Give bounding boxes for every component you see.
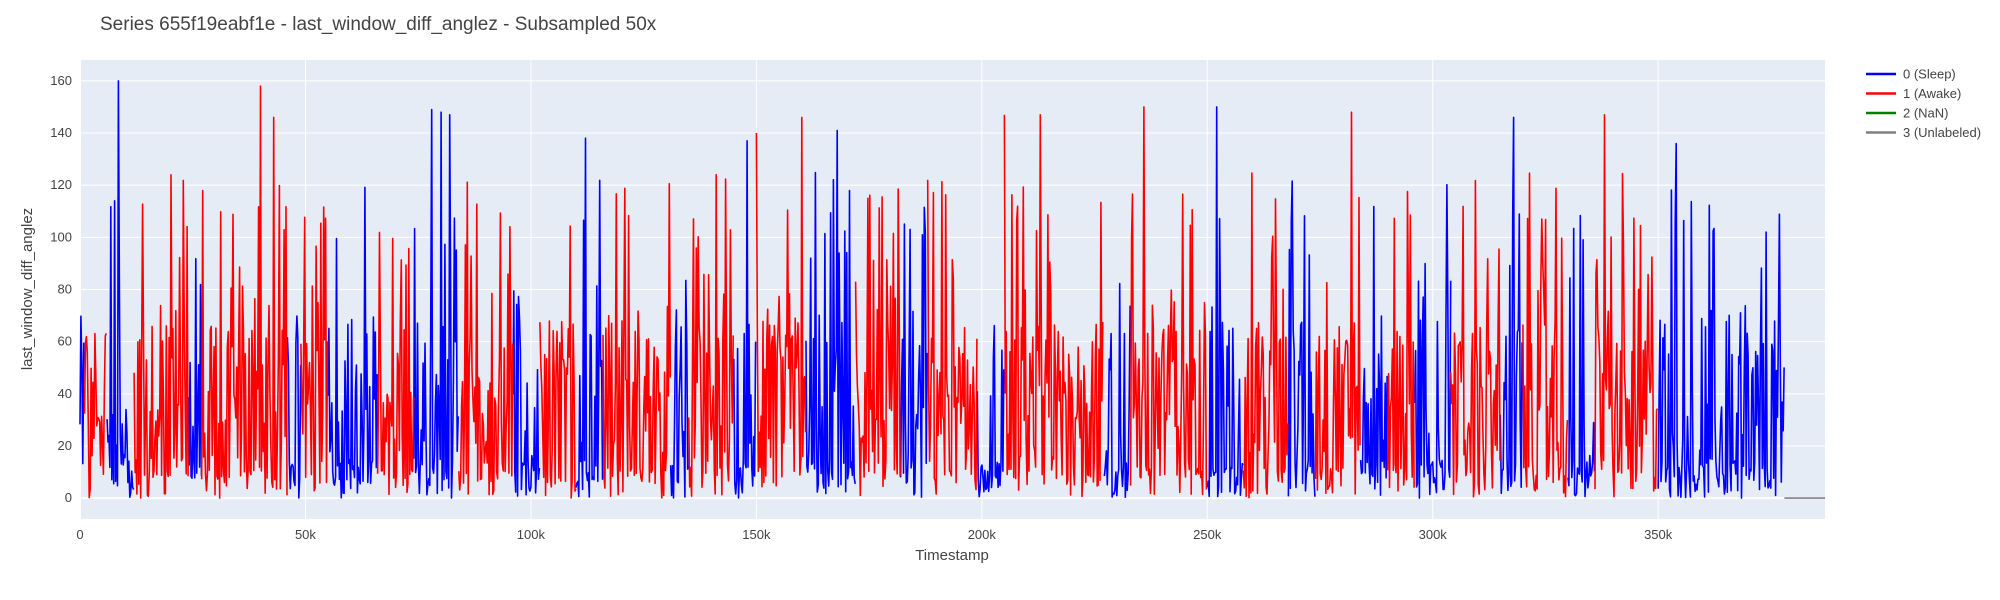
- series-line-1: [926, 179, 978, 495]
- series-line-1: [458, 181, 514, 496]
- y-axis-title: last_window_diff_anglez: [19, 208, 36, 370]
- legend-item[interactable]: 0 (Sleep): [1866, 67, 1956, 82]
- series-line-1: [376, 231, 415, 496]
- x-tick-label: 250k: [1193, 527, 1222, 542]
- series-line-1: [300, 206, 329, 492]
- series-line-1: [854, 188, 901, 497]
- series-line-0: [512, 290, 541, 497]
- series-line-1: [1129, 106, 1208, 496]
- legend-label: 1 (Awake): [1903, 86, 1961, 101]
- series-line-1: [687, 173, 734, 497]
- legend-item[interactable]: 2 (NaN): [1866, 106, 1949, 121]
- series-line-0: [187, 257, 203, 479]
- series-line-1: [133, 174, 189, 499]
- legend-item[interactable]: 1 (Awake): [1866, 86, 1961, 101]
- y-tick-label: 160: [50, 73, 72, 88]
- legend-label: 0 (Sleep): [1903, 67, 1956, 82]
- series-line-0: [733, 140, 757, 499]
- y-tick-label: 0: [65, 490, 72, 505]
- series-line-1: [755, 116, 807, 488]
- x-tick-label: 50k: [295, 527, 316, 542]
- series-line-1: [1522, 172, 1569, 498]
- tick-labels: 0 50k 100k 150k 200k 250k 300k 350k 0 20 40 60 80 100…: [50, 73, 1672, 542]
- series-line-0: [1567, 214, 1596, 498]
- series-line-1: [1003, 114, 1104, 498]
- series-line-0: [1657, 142, 1785, 499]
- series-line-0: [79, 315, 85, 465]
- series-line-0: [412, 108, 459, 499]
- chart-title: Series 655f19eabf1e - last_window_diff_a…: [100, 14, 657, 35]
- x-tick-label: 300k: [1419, 527, 1448, 542]
- series-line-0: [805, 129, 856, 495]
- y-tick-label: 80: [58, 282, 72, 297]
- series-line-0: [106, 80, 135, 498]
- series-line-0: [1413, 183, 1452, 499]
- series-line-0: [575, 137, 604, 498]
- series-line-0: [1287, 180, 1316, 497]
- x-tick-label: 100k: [517, 527, 546, 542]
- x-tick-label: 200k: [968, 527, 997, 542]
- series-line-1: [1314, 111, 1361, 495]
- x-tick-label: 0: [76, 527, 83, 542]
- series-line-0: [286, 315, 302, 499]
- series-line-1: [200, 85, 288, 499]
- series-line-1: [1242, 172, 1289, 499]
- y-tick-label: 20: [58, 438, 72, 453]
- series-line-0: [327, 186, 378, 499]
- legend-label: 2 (NaN): [1903, 106, 1949, 121]
- series-lines: [79, 80, 1825, 499]
- series-line-0: [669, 279, 690, 499]
- series-line-1: [1386, 190, 1415, 492]
- series-line-0: [1499, 116, 1523, 495]
- legend[interactable]: 0 (Sleep) 1 (Awake) 2 (NaN) 3 (Unlabeled): [1866, 67, 1981, 141]
- y-tick-label: 120: [50, 177, 72, 192]
- x-tick-label: 150k: [742, 527, 771, 542]
- series-line-1: [1594, 114, 1659, 498]
- series-line-0: [1206, 106, 1244, 498]
- series-line-1: [602, 182, 672, 499]
- series-line-0: [1103, 282, 1131, 498]
- x-axis-title: Timestamp: [915, 547, 989, 564]
- series-line-1: [83, 332, 108, 499]
- y-tick-label: 40: [58, 386, 72, 401]
- series-line-0: [1359, 205, 1388, 496]
- series-line-1: [1449, 179, 1501, 498]
- series-line-0: [899, 206, 928, 498]
- legend-item[interactable]: 3 (Unlabeled): [1866, 125, 1981, 140]
- y-tick-label: 60: [58, 334, 72, 349]
- series-line-1: [539, 225, 577, 499]
- y-tick-label: 140: [50, 125, 72, 140]
- y-tick-label: 100: [50, 229, 72, 244]
- x-tick-label: 350k: [1644, 527, 1673, 542]
- legend-label: 3 (Unlabeled): [1903, 125, 1981, 140]
- series-line-0: [976, 324, 1005, 498]
